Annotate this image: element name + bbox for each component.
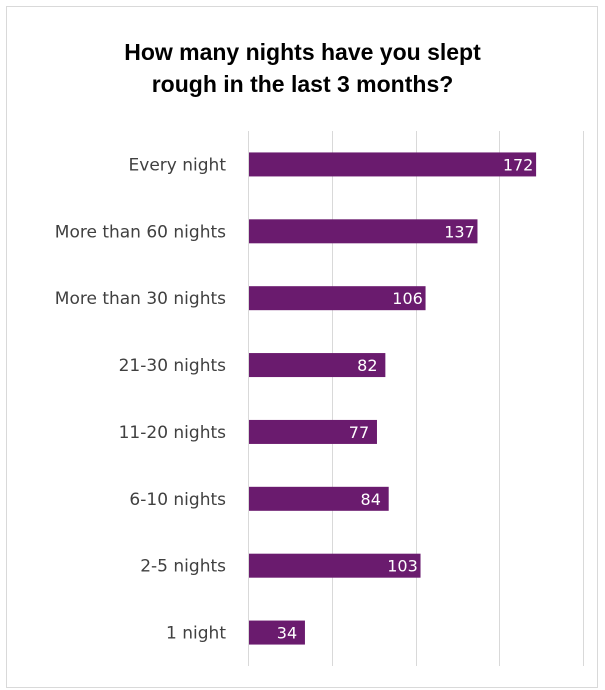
chart-title-line-1: How many nights have you slept — [124, 39, 481, 65]
bar — [248, 152, 537, 177]
data-label: 84 — [361, 490, 381, 509]
chart-title-line-2: rough in the last 3 months? — [151, 71, 454, 97]
data-label: 34 — [277, 624, 297, 643]
data-label: 172 — [503, 155, 534, 174]
bar — [248, 620, 305, 645]
data-label: 77 — [349, 423, 369, 442]
category-label: 11-20 nights — [119, 423, 227, 443]
data-label: 103 — [387, 557, 418, 576]
bar — [248, 219, 478, 244]
category-label: 6-10 nights — [129, 490, 226, 510]
data-label: 82 — [357, 356, 377, 375]
data-label: 137 — [444, 222, 475, 241]
chart-title: How many nights have you slept rough in … — [0, 36, 605, 100]
category-label: 21-30 nights — [119, 356, 227, 376]
category-label: More than 30 nights — [55, 289, 226, 309]
data-label: 106 — [392, 289, 423, 308]
category-label: 1 night — [166, 624, 226, 644]
category-label: More than 60 nights — [55, 222, 226, 242]
category-label: Every night — [129, 155, 227, 175]
bar — [248, 353, 386, 378]
bar — [248, 553, 421, 578]
category-label: 2-5 nights — [140, 557, 226, 577]
bar — [248, 419, 377, 444]
bar — [248, 486, 389, 511]
bar — [248, 286, 426, 311]
